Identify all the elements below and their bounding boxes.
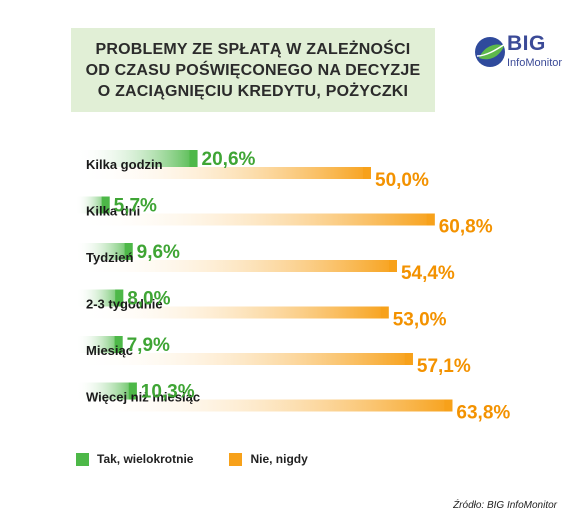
source-note: Źródło: BIG InfoMonitor: [453, 500, 557, 511]
logo-name: BIG: [507, 32, 546, 55]
bar-green-0: [76, 150, 198, 167]
bar-orange-3: [76, 306, 389, 319]
bar-orange-cap-1: [426, 213, 435, 226]
bar-green-cap-3: [115, 289, 124, 307]
bar-green-1: [76, 196, 110, 214]
chart-title-line-2: OD CZASU POŚWIĘCONEGO NA DECYZJE: [85, 61, 421, 79]
bar-green-4: [76, 336, 123, 353]
value-label-green-3: 8,0%: [127, 289, 170, 310]
logo-sub: InfoMonitor: [507, 57, 563, 69]
value-label-green-0: 20,6%: [202, 149, 256, 170]
bar-green-cap-1: [101, 196, 110, 214]
bar-green-cap-2: [124, 243, 133, 260]
bar-orange-cap-5: [444, 399, 453, 412]
bar-orange-2: [76, 260, 397, 272]
bar-green-3: [76, 289, 124, 307]
legend-label-tak: Tak, wielokrotnie: [97, 452, 194, 466]
bar-orange-0: [76, 167, 371, 179]
bar-orange-1: [76, 213, 435, 226]
category-label-4: Miesiąc: [86, 343, 133, 358]
legend-swatch-orange: [229, 452, 243, 466]
value-label-orange-4: 57,1%: [417, 356, 471, 377]
category-label-1: Kilka dni: [86, 204, 140, 219]
value-label-orange-1: 60,8%: [439, 217, 493, 238]
legend-item-nie: Nie, nigdy: [229, 452, 308, 466]
title-box: PROBLEMY ZE SPŁATĄ W ZALEŻNOŚCI OD CZASU…: [71, 28, 435, 112]
value-label-orange-0: 50,0%: [375, 170, 429, 191]
legend-swatch-green: [76, 452, 89, 466]
value-label-orange-5: 63,8%: [456, 403, 510, 424]
category-label-3: 2-3 tygodnie: [86, 297, 163, 312]
value-label-green-5: 10,3%: [141, 382, 195, 403]
big-logo: BIG InfoMonitor: [474, 30, 564, 76]
value-label-green-4: 7,9%: [127, 335, 170, 356]
legend-label-nie: Nie, nigdy: [250, 452, 308, 466]
bar-green-2: [76, 243, 133, 260]
bar-orange-cap-4: [404, 353, 413, 365]
category-label-5: Więcej niż miesiąc: [86, 390, 200, 405]
value-label-green-2: 9,6%: [137, 242, 180, 263]
bar-green-cap-0: [189, 150, 198, 167]
big-logo-icon: [475, 37, 506, 67]
bar-orange-5: [76, 399, 453, 412]
bar-orange-cap-2: [388, 260, 397, 272]
bar-orange-4: [76, 353, 413, 365]
bar-green-cap-5: [128, 382, 137, 400]
bar-green-cap-4: [114, 336, 123, 353]
legend: Tak, wielokrotnie Nie, nigdy: [76, 452, 344, 466]
category-label-2: Tydzień: [86, 250, 133, 265]
bar-green-5: [76, 382, 137, 400]
chart-title-line-3: O ZACIĄGNIĘCIU KREDYTU, POŻYCZKI: [97, 82, 409, 100]
chart-title-line-1: PROBLEMY ZE SPŁATĄ W ZALEŻNOŚCI: [95, 40, 411, 58]
value-label-orange-3: 53,0%: [393, 310, 447, 331]
category-label-0: Kilka godzin: [86, 157, 163, 172]
bar-orange-cap-3: [380, 306, 389, 319]
legend-item-tak: Tak, wielokrotnie: [76, 452, 193, 466]
value-label-orange-2: 54,4%: [401, 263, 455, 284]
bar-orange-cap-0: [363, 167, 371, 179]
value-label-green-1: 5,7%: [114, 196, 157, 217]
